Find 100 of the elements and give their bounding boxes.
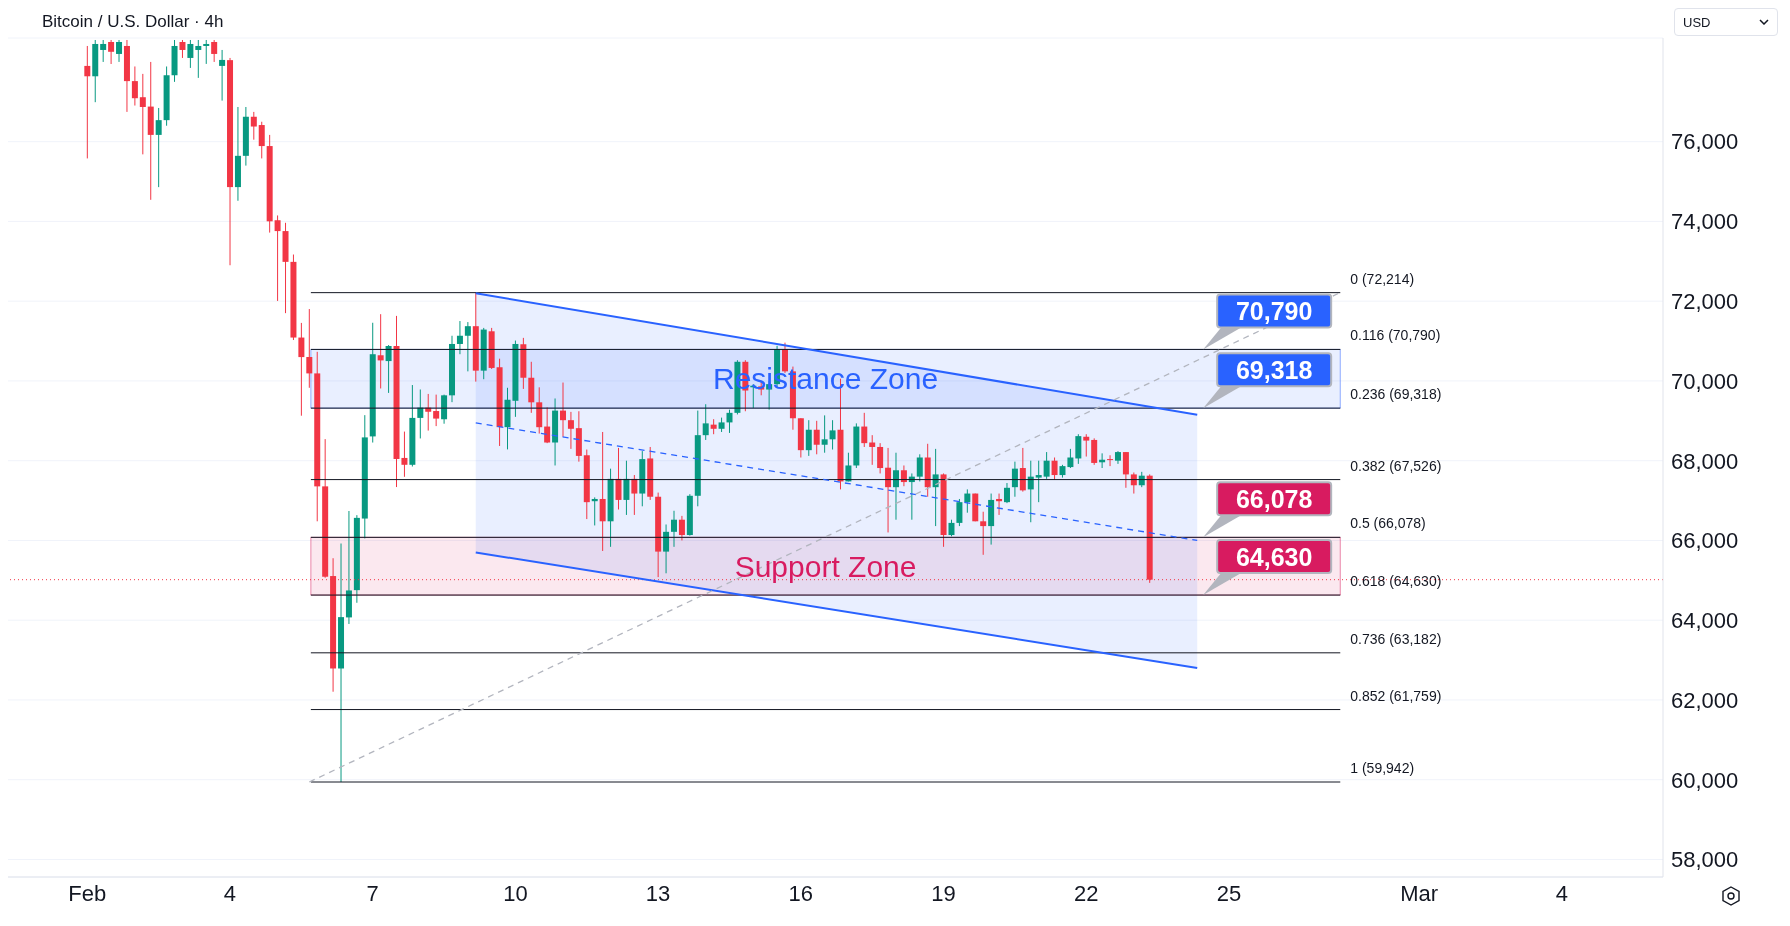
candlestick	[131, 65, 138, 107]
candlestick	[631, 474, 638, 516]
y-tick-label: 66,000	[1671, 528, 1739, 554]
candlestick	[155, 107, 162, 188]
candlestick	[663, 523, 670, 574]
annotation: 66,078	[1235, 484, 1313, 513]
x-tick-label: 7	[366, 880, 379, 906]
candlestick	[877, 442, 884, 474]
candlestick	[211, 39, 218, 63]
candlestick	[726, 409, 733, 434]
candlestick	[544, 406, 551, 444]
candlestick	[1011, 461, 1018, 498]
candlestick	[377, 313, 384, 389]
candlestick	[1051, 457, 1058, 481]
candlestick	[996, 493, 1003, 516]
annotation: 64,630	[1235, 542, 1313, 571]
candlestick	[258, 121, 265, 159]
candlestick	[100, 39, 107, 63]
ref-line-label: 0.736 (63,182)	[1350, 630, 1442, 647]
ref-line-label: 0.5 (66,078)	[1350, 515, 1426, 532]
candlestick	[805, 419, 812, 457]
chart-title: Bitcoin / U.S. Dollar · 4h	[41, 11, 225, 33]
candlestick	[829, 419, 836, 451]
candlestick	[678, 515, 685, 541]
candlestick	[1003, 482, 1010, 504]
candlestick	[821, 414, 828, 454]
candlestick	[861, 412, 868, 448]
candlestick	[1107, 454, 1114, 467]
y-tick-label: 72,000	[1671, 288, 1739, 314]
candlestick	[195, 39, 202, 79]
candlestick	[702, 403, 709, 441]
candlestick	[964, 488, 971, 514]
candlestick	[203, 39, 210, 65]
candlestick	[615, 447, 622, 510]
y-tick-label: 64,000	[1671, 608, 1739, 634]
candlestick	[274, 214, 281, 302]
ref-line-label: 0.116 (70,790)	[1350, 327, 1441, 344]
y-tick-label: 76,000	[1671, 129, 1739, 155]
candlestick	[900, 464, 907, 487]
candlestick	[464, 321, 471, 372]
candlestick	[591, 496, 598, 526]
annotation: 69,318	[1235, 355, 1313, 384]
candlestick	[885, 447, 892, 533]
annotation: 70,790	[1235, 296, 1313, 325]
x-tick-label: 25	[1216, 880, 1242, 906]
x-tick-label: 10	[503, 880, 528, 906]
y-tick-label: 58,000	[1671, 847, 1739, 873]
x-tick-label: Mar	[1400, 880, 1439, 906]
x-tick-label: 19	[931, 880, 956, 906]
candlestick	[1019, 447, 1026, 493]
ref-line-label: 0.236 (69,318)	[1350, 386, 1442, 403]
candlestick	[980, 511, 987, 556]
x-tick-label: 16	[788, 880, 814, 906]
y-tick-label: 74,000	[1671, 209, 1739, 235]
candlestick	[1035, 460, 1042, 503]
candlestick	[1083, 433, 1090, 458]
candlestick	[813, 420, 820, 455]
candlestick	[845, 452, 852, 482]
candlestick	[84, 45, 91, 159]
candlestick	[892, 452, 899, 521]
candlestick	[1067, 448, 1074, 469]
candlestick	[139, 73, 146, 155]
candlestick	[441, 394, 448, 425]
candlestick	[956, 498, 963, 527]
candlestick	[456, 320, 463, 355]
x-tick-label: 22	[1073, 880, 1099, 906]
ref-line-label: 1 (59,942)	[1350, 760, 1415, 777]
candlestick	[1091, 437, 1098, 466]
candlestick	[567, 411, 574, 450]
candlestick	[599, 431, 606, 552]
x-tick-label: Feb	[68, 880, 107, 906]
text: USD	[1683, 14, 1711, 30]
candlestick	[1130, 471, 1137, 495]
candlestick	[385, 344, 392, 394]
candlestick	[433, 394, 440, 427]
candlestick	[916, 453, 923, 482]
ref-line-label: 0.618 (64,630)	[1350, 573, 1442, 590]
ref-line-label: 0 (72,214)	[1350, 270, 1415, 287]
candlestick	[187, 39, 194, 69]
x-tick-label: 4	[1555, 880, 1569, 906]
ref-line-label: 0.382 (67,526)	[1350, 457, 1442, 474]
x-tick-label: 13	[645, 880, 671, 906]
y-tick-label: 60,000	[1671, 767, 1739, 793]
candlestick	[116, 39, 123, 63]
candlestick	[219, 49, 226, 102]
ref-line-label: 0.852 (61,759)	[1350, 687, 1442, 704]
candlestick	[560, 382, 567, 438]
candlestick	[250, 111, 257, 141]
y-tick-label: 70,000	[1671, 368, 1739, 394]
candlestick	[108, 39, 115, 65]
candlestick	[1075, 433, 1082, 465]
candlestick	[298, 322, 305, 417]
candlestick	[671, 510, 677, 548]
candlestick	[1043, 451, 1050, 480]
x-tick-label: 4	[223, 880, 237, 906]
y-tick-label: 62,000	[1671, 687, 1739, 713]
candlestick	[306, 308, 313, 389]
candlestick	[1122, 451, 1129, 489]
y-tick-label: 68,000	[1671, 448, 1739, 474]
band-label: Support Zone	[734, 549, 917, 583]
